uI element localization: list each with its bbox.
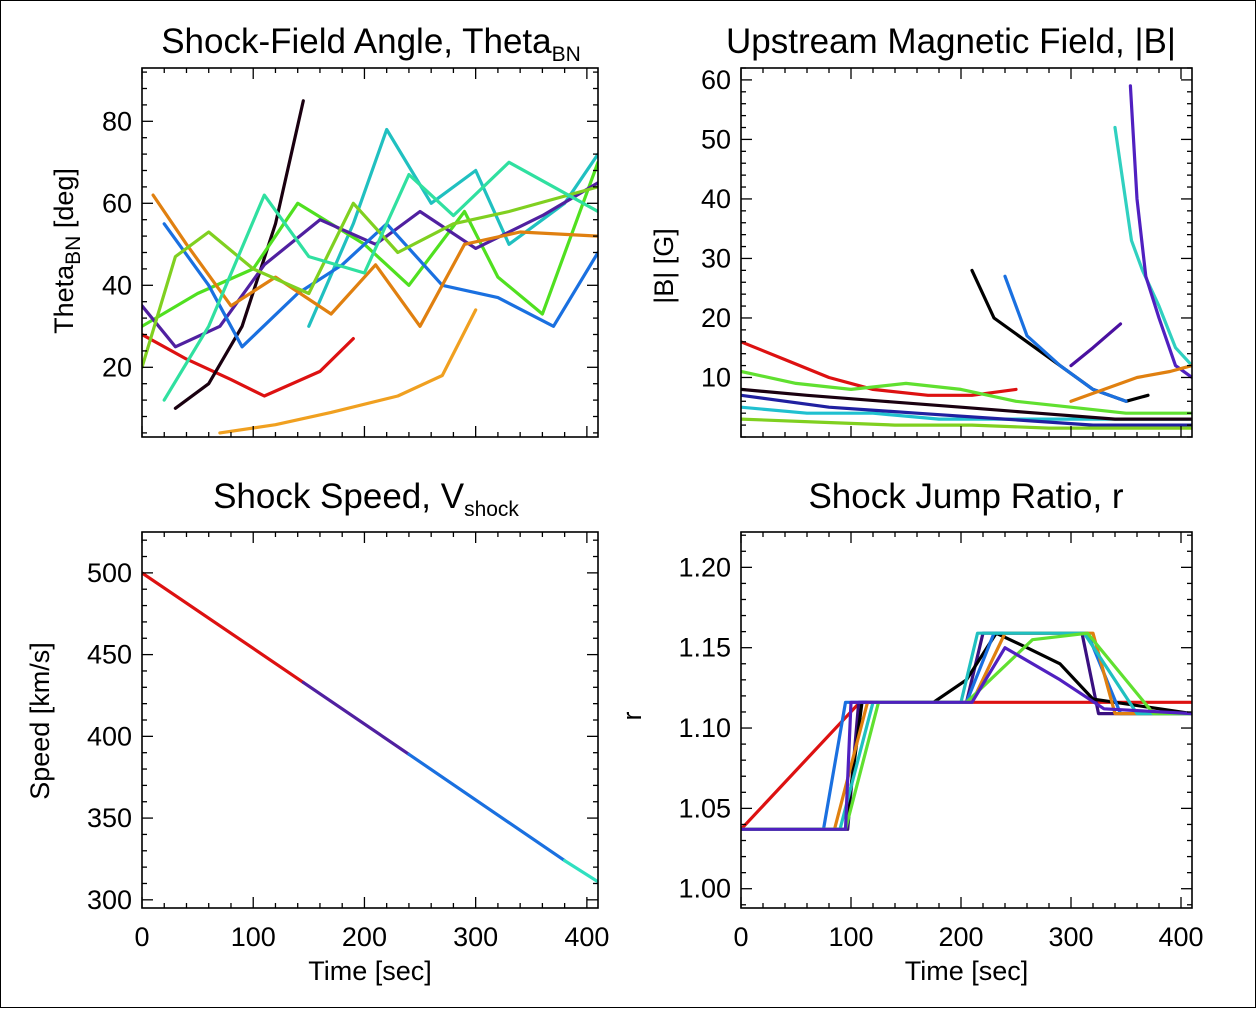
x-tick-label: 400 (1158, 922, 1203, 952)
y-tick-label: 1.10 (678, 713, 731, 743)
series-group (142, 99, 598, 435)
series-line-0 (741, 340, 1018, 397)
series-line-1 (301, 680, 411, 756)
chart-jump: 1.00 1.05 1.10 1.15 1.20 0 100 200 300 400 Shock J… (617, 477, 1204, 986)
x-tick-label: 0 (733, 922, 748, 952)
series-line-6 (162, 222, 598, 349)
y-axis-label: |B| [G] (649, 228, 679, 304)
y-tick-label: 1.05 (678, 793, 731, 823)
x-axis-label: Time [sec] (905, 956, 1029, 986)
y-axis-label: ThetaBN [deg] (49, 168, 85, 334)
chart-title: Upstream Magnetic Field, |B| (726, 22, 1176, 61)
chart-title-subscript: BN (552, 43, 581, 66)
y-tick-label: 80 (102, 106, 132, 136)
y-tick-label: 40 (701, 184, 731, 214)
y-tick-label: 450 (87, 640, 132, 670)
y-tick-label: 350 (87, 803, 132, 833)
axes-box (740, 531, 1193, 909)
chart-title-text: Shock Speed, V (213, 477, 465, 516)
y-axis-label-text: Speed [km/s] (25, 642, 55, 800)
chart-title: Shock-Field Angle, ThetaBN (161, 22, 581, 66)
y-tick-label: 400 (87, 721, 132, 751)
series-line-7 (741, 369, 1192, 415)
x-axis-label: Time [sec] (308, 956, 432, 986)
series-group (142, 571, 598, 884)
series-line-4 (741, 631, 1192, 831)
chart-title-text: Shock Jump Ratio, r (808, 477, 1123, 516)
series-line-2 (407, 752, 567, 863)
y-axis-label-text: |B| [G] (649, 228, 679, 304)
series-line-5 (1069, 364, 1192, 403)
x-tick-label: 100 (231, 922, 276, 952)
series-line-3 (741, 631, 1192, 831)
series-group (741, 631, 1192, 831)
chart-title-text: Upstream Magnetic Field, |B| (726, 22, 1176, 61)
y-axis-label: r (617, 712, 647, 721)
x-tick-label: 300 (1048, 922, 1093, 952)
y-axis-label: Speed [km/s] (25, 642, 55, 800)
y-tick-label: 1.15 (678, 633, 731, 663)
series-line-6 (741, 631, 1192, 831)
chart-title: Shock Jump Ratio, r (808, 477, 1123, 516)
x-tick-label: 300 (453, 922, 498, 952)
y-tick-label: 60 (102, 188, 132, 218)
series-line-4 (1128, 84, 1192, 380)
series-line-0 (741, 700, 1192, 831)
y-tick-label: 1.00 (678, 874, 731, 904)
series-line-4 (142, 160, 598, 328)
series-line-2 (1003, 274, 1128, 403)
series-line-1 (173, 99, 305, 410)
series-line-11 (741, 387, 1192, 421)
x-tick-label: 0 (134, 922, 149, 952)
series-line-0 (142, 332, 355, 398)
x-tick-label: 400 (564, 922, 609, 952)
series-line-3 (1113, 125, 1192, 368)
series-line-3 (562, 858, 598, 884)
series-line-8 (142, 185, 598, 369)
y-tick-label: 50 (701, 124, 731, 154)
chart-bfield: 10 20 30 40 50 60 Upstream Magnetic Field, |B|… (649, 22, 1193, 438)
series-line-10 (741, 417, 1192, 430)
y-tick-label: 20 (102, 352, 132, 382)
series-line-9 (162, 160, 598, 402)
y-tick-label: 10 (701, 362, 731, 392)
y-axis-label-text: Theta (49, 264, 79, 334)
y-tick-label: 40 (102, 270, 132, 300)
x-tick-label: 100 (828, 922, 873, 952)
chart-title-text: Shock-Field Angle, Theta (161, 22, 552, 61)
series-line-7 (151, 193, 598, 328)
y-axis-label-unit: [deg] (49, 168, 79, 236)
y-tick-label: 20 (701, 303, 731, 333)
series-line-7 (741, 646, 1192, 831)
chart-title-subscript: shock (464, 498, 519, 521)
series-line-2 (741, 631, 1192, 831)
y-tick-label: 30 (701, 243, 731, 273)
x-tick-label: 200 (938, 922, 983, 952)
y-tick-label: 500 (87, 558, 132, 588)
axes-box (740, 67, 1193, 438)
series-group (741, 84, 1192, 430)
y-axis-label-subscript: BN (62, 236, 85, 265)
axes-box (141, 531, 599, 909)
x-tick-label: 200 (342, 922, 387, 952)
series-line-5 (142, 181, 598, 349)
y-axis-label-text: r (617, 712, 647, 721)
series-line-6 (1069, 322, 1123, 368)
y-tick-label: 1.20 (678, 552, 731, 582)
series-line-0 (142, 571, 305, 685)
series-line-1 (741, 631, 1192, 831)
y-tick-label: 60 (701, 65, 731, 95)
series-line-2 (218, 308, 478, 435)
series-line-9 (741, 393, 1192, 427)
chart-speed: 300 350 400 450 500 0 100 200 300 400 Shock Speed,… (25, 477, 609, 986)
y-tick-label: 300 (87, 885, 132, 915)
series-line-5 (741, 631, 1192, 831)
chart-title: Shock Speed, Vshock (213, 477, 519, 521)
